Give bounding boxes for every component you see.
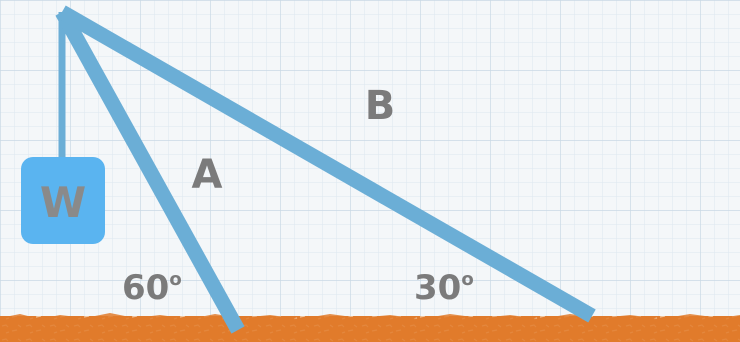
angle-a-degree: o — [169, 269, 181, 290]
member-b-label: B — [365, 83, 396, 129]
angle-b-degree: o — [461, 269, 473, 290]
angle-b-value: 30 — [414, 268, 461, 308]
weight-box — [21, 157, 105, 244]
member-a — [55, 8, 245, 334]
angle-a-label: 60o — [122, 268, 182, 308]
angle-a-value: 60 — [122, 268, 169, 308]
angle-b-label: 30o — [414, 268, 474, 308]
ground-edge — [0, 313, 740, 342]
weight-label: W — [40, 178, 86, 227]
member-b — [58, 5, 596, 323]
member-a-label: A — [192, 152, 223, 198]
